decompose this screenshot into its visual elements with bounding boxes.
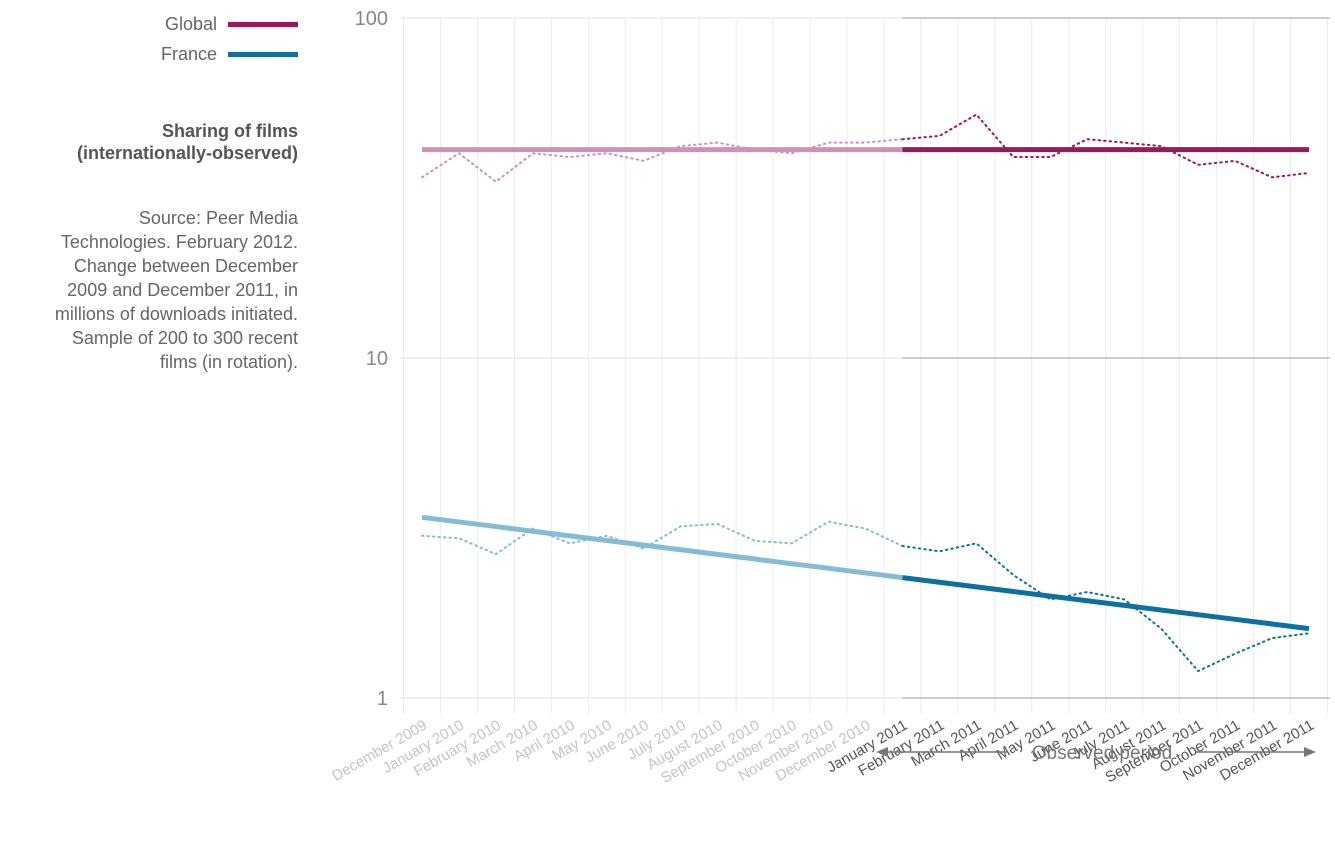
horizontal-grid <box>400 17 1330 699</box>
series-line-observed <box>901 113 1310 179</box>
legend-item-global: Global <box>0 12 300 36</box>
series-line-early <box>421 138 904 183</box>
series-lines <box>421 113 1310 673</box>
source-line: Technologies. February 2012. <box>60 232 298 252</box>
legend-label: Global <box>164 14 217 34</box>
observed-period-marker: Observed period <box>876 743 1316 764</box>
trend-line-early <box>421 514 903 581</box>
series-line-observed <box>901 542 1310 673</box>
legend-label: France <box>160 44 217 64</box>
vertical-grid <box>403 18 1328 714</box>
y-tick-label: 1 <box>377 688 388 710</box>
source-line: Source: Peer Media <box>138 208 298 228</box>
source-line: Change between December <box>73 256 298 276</box>
chart-heading-line: Sharing of films <box>161 121 298 141</box>
legend-swatch <box>228 22 298 27</box>
source-line: 2009 and December 2011, in <box>67 280 298 300</box>
y-tick-label: 10 <box>366 348 388 370</box>
arrow-left-icon <box>876 747 888 757</box>
source-line: millions of downloads initiated. <box>54 304 298 324</box>
y-tick-label: 100 <box>355 8 388 30</box>
source-line: Sample of 200 to 300 recent <box>71 328 298 348</box>
trend-lines <box>421 147 1310 632</box>
source-line: films (in rotation). <box>159 352 298 372</box>
observed-period-label: Observed period <box>1032 743 1172 764</box>
chart-heading: Sharing of films (internationally-observ… <box>0 120 298 164</box>
y-axis: 1 10 100 <box>355 8 388 710</box>
trend-line-observed <box>902 575 1310 632</box>
legend-swatch <box>228 52 298 57</box>
series-line-early <box>421 520 904 556</box>
chart-source-note: Source: Peer Media Technologies. Februar… <box>0 206 298 374</box>
chart-heading-line: (internationally-observed) <box>76 143 298 163</box>
legend-item-france: France <box>0 42 300 66</box>
arrow-right-icon <box>1304 747 1316 757</box>
